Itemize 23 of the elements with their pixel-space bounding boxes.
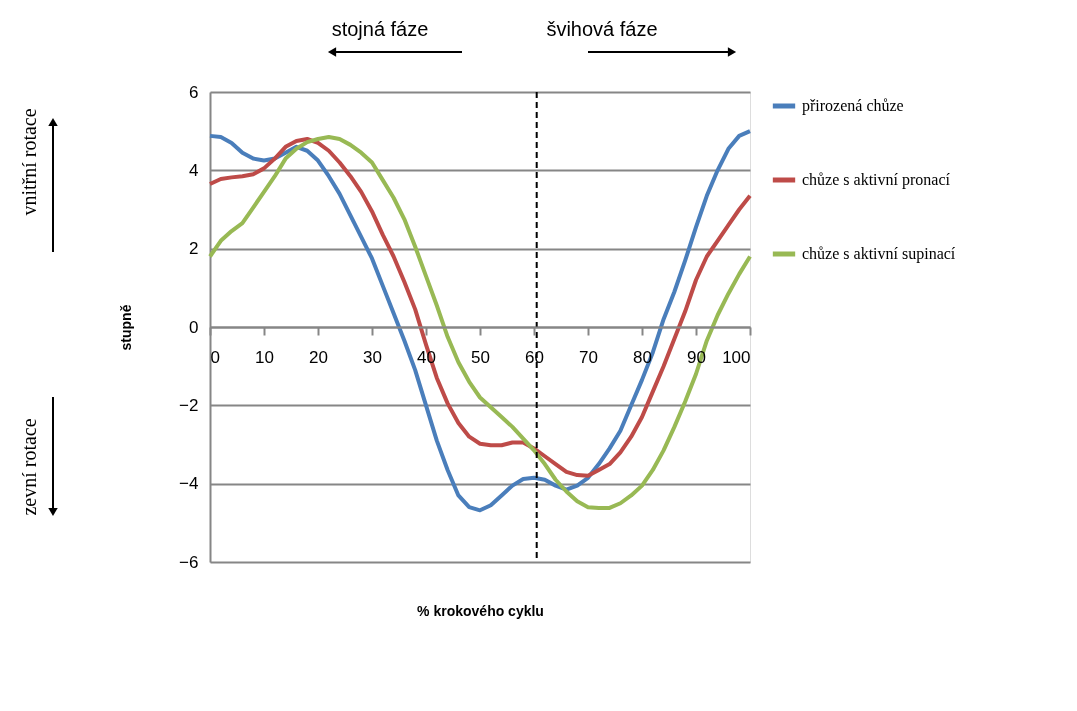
legend-label: chůze s aktivní pronací (802, 171, 951, 189)
x-tick-label: 10 (255, 347, 274, 367)
text: stojná fáze (331, 18, 429, 40)
x-tick-label: 30 (363, 347, 382, 367)
text: zevní rotace (18, 418, 40, 516)
y-tick-label: −4 (179, 474, 199, 494)
x-tick-label: 70 (579, 347, 598, 367)
x-axis-title: % krokového cyklu (417, 602, 544, 619)
x-tick-label: 0 (210, 347, 220, 367)
text: švihová fáze (546, 18, 658, 40)
y-tick-label: 2 (189, 239, 199, 259)
x-tick-label: 100 (722, 347, 751, 367)
x-tick-label: 20 (309, 347, 328, 367)
y-axis-title: stupně (118, 304, 135, 351)
y-tick-label: 6 (189, 82, 199, 102)
legend-label: chůze s aktivní supinací (802, 245, 956, 263)
y-tick-label: 0 (189, 317, 199, 337)
y-tick-label: 4 (189, 160, 199, 180)
y-tick-label: −2 (179, 395, 199, 415)
legend-label: přirozená chůze (802, 97, 904, 115)
text: vnitřní rotace (18, 108, 40, 216)
y-tick-label: −6 (179, 552, 199, 572)
x-tick-label: 50 (471, 347, 490, 367)
